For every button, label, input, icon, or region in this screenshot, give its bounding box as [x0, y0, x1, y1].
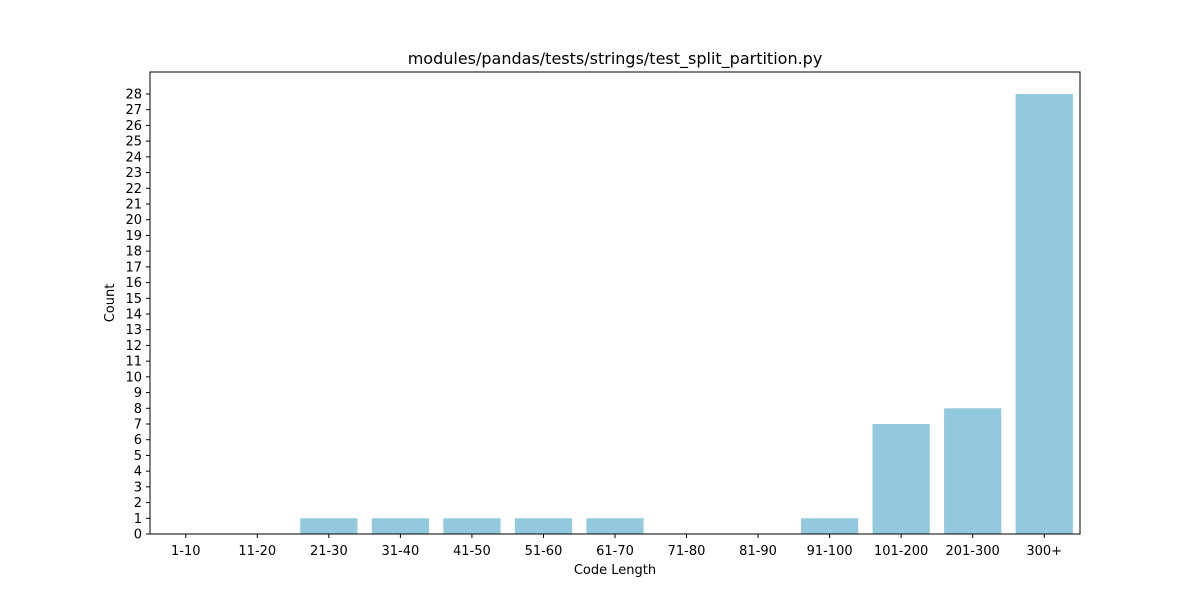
y-tick-label: 7 [134, 418, 142, 433]
x-axis: 1-10 11-20 21-30 31-40 41-50 51-60 61-70 71-80 8… [171, 534, 1062, 559]
x-tick-label: 101-200 [874, 544, 928, 559]
x-tick-label: 1-10 [171, 544, 201, 559]
y-tick-label: 21 [125, 198, 142, 213]
x-tick-label: 61-70 [596, 544, 634, 559]
x-tick-label: 71-80 [668, 544, 706, 559]
chart-title: modules/pandas/tests/strings/test_split_… [408, 49, 823, 69]
y-tick-label: 12 [125, 339, 142, 354]
bars-group [300, 94, 1073, 534]
y-tick-label: 22 [125, 182, 142, 197]
y-tick-label: 27 [125, 103, 142, 118]
x-tick-label: 81-90 [739, 544, 777, 559]
y-tick-label: 16 [125, 276, 142, 291]
bar-300+ [1015, 94, 1073, 534]
x-axis-label: Code Length [574, 563, 656, 578]
x-tick-label: 31-40 [381, 544, 419, 559]
bar-91-100 [801, 518, 859, 534]
y-tick-label: 0 [134, 528, 142, 543]
y-tick-label: 6 [134, 433, 142, 448]
y-tick-label: 3 [134, 480, 142, 495]
y-tick-label: 9 [134, 386, 142, 401]
bar-21-30 [300, 518, 358, 534]
y-tick-label: 5 [134, 449, 142, 464]
x-tick-label: 91-100 [807, 544, 853, 559]
bar-51-60 [514, 518, 573, 534]
y-tick-label: 15 [125, 292, 142, 307]
y-tick-label: 1 [134, 512, 142, 527]
x-tick-label: 21-30 [310, 544, 348, 559]
y-axis: 0123456789101112131415161718192021222324… [125, 88, 150, 543]
y-axis-label: Count [103, 284, 118, 323]
y-tick-label: 17 [125, 260, 142, 275]
y-tick-label: 2 [134, 496, 142, 511]
bar-41-50 [443, 518, 501, 534]
x-tick-label: 201-300 [946, 544, 1000, 559]
bar-201-300 [944, 408, 1002, 534]
y-tick-label: 26 [125, 119, 142, 134]
plot-frame [149, 71, 1081, 535]
y-tick-label: 4 [134, 465, 142, 480]
y-tick-label: 11 [125, 355, 142, 370]
bar-61-70 [586, 518, 644, 534]
x-tick-label: 51-60 [525, 544, 563, 559]
x-tick-label: 41-50 [453, 544, 491, 559]
y-tick-label: 14 [125, 308, 142, 323]
y-tick-label: 8 [134, 402, 142, 417]
x-tick-label: 300+ [1026, 544, 1062, 559]
bar-31-40 [371, 518, 429, 534]
y-tick-label: 13 [125, 323, 142, 338]
bar-101-200 [872, 424, 930, 534]
y-tick-label: 18 [125, 245, 142, 260]
y-tick-label: 28 [125, 88, 142, 103]
y-tick-label: 25 [125, 135, 142, 150]
y-tick-label: 23 [125, 166, 142, 181]
y-tick-label: 19 [125, 229, 142, 244]
x-tick-label: 11-20 [238, 544, 276, 559]
y-tick-label: 20 [125, 213, 142, 228]
y-tick-label: 10 [125, 370, 142, 385]
y-tick-label: 24 [125, 150, 142, 165]
